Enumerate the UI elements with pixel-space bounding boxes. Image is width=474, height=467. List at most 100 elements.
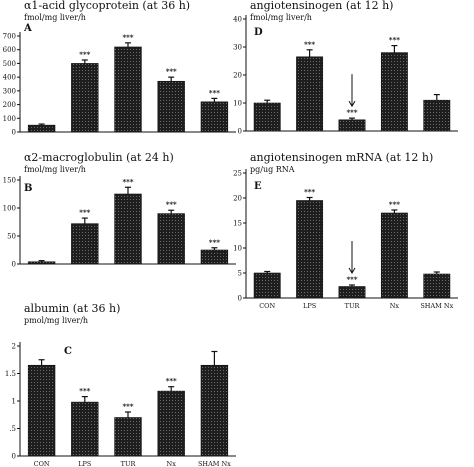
y-tick-label: 1 <box>12 398 16 406</box>
y-tick-label: 10 <box>233 245 242 253</box>
y-tick-label: 300 <box>3 87 16 95</box>
panel-e: angiotensinogen mRNA (at 12 h)pg/ug RNA E… <box>233 151 458 310</box>
y-tick-label: 500 <box>3 60 16 68</box>
bar <box>200 249 229 265</box>
x-tick-label: SHAM Nx <box>420 302 453 310</box>
significance-marker: *** <box>209 88 220 97</box>
y-tick-label: 0 <box>12 129 16 137</box>
significance-marker: *** <box>123 177 134 186</box>
panel-letter: E <box>254 181 262 192</box>
bar <box>27 261 56 265</box>
panel-b: α2-macroglobulin (at 24 h)fmol/mg liver/… <box>3 151 236 269</box>
y-tick-label: 10 <box>233 100 242 108</box>
bar <box>423 273 451 299</box>
significance-marker: *** <box>79 50 90 59</box>
bar <box>253 272 281 299</box>
y-tick-label: 100 <box>3 115 16 123</box>
bar <box>114 417 142 457</box>
panel-letter: C <box>64 346 72 357</box>
significance-marker: *** <box>209 238 220 247</box>
significance-marker: *** <box>389 200 400 209</box>
significance-marker: *** <box>123 33 134 42</box>
significance-marker: *** <box>304 40 315 49</box>
bar <box>200 364 229 457</box>
bar <box>296 56 324 132</box>
x-tick-label: LPS <box>303 302 316 310</box>
significance-marker: *** <box>347 108 358 117</box>
bar <box>114 46 142 133</box>
y-axis-label: fmol/mg liver/h <box>24 13 86 22</box>
bar <box>423 99 451 132</box>
y-tick-label: 50 <box>7 233 16 241</box>
bar <box>157 213 185 265</box>
bar <box>338 119 366 132</box>
significance-marker: *** <box>166 67 177 76</box>
y-tick-label: 15 <box>233 220 242 228</box>
panel-title: angiotensinogen mRNA (at 12 h) <box>250 151 433 164</box>
y-tick-label: 200 <box>3 101 16 109</box>
arrow-head <box>348 267 356 274</box>
x-tick-label: CON <box>259 302 275 310</box>
bar <box>71 223 99 265</box>
y-tick-label: 0 <box>12 261 16 269</box>
panel-d: angiotensinogen (at 12 h)fmol/mg liver/h… <box>233 0 458 136</box>
y-tick-label: 100 <box>3 205 16 213</box>
bar <box>157 390 185 457</box>
significance-marker: *** <box>79 208 90 217</box>
x-tick-label: CON <box>34 460 50 467</box>
y-tick-label: 1.5 <box>5 370 16 378</box>
bar <box>114 193 142 265</box>
panel-title: α1-acid glycoprotein (at 36 h) <box>24 0 190 12</box>
y-tick-label: 5 <box>238 270 242 278</box>
y-axis-label: pg/ug RNA <box>250 165 295 174</box>
x-tick-label: LPS <box>78 460 91 467</box>
y-tick-label: 30 <box>233 44 242 52</box>
x-tick-label: SHAM Nx <box>198 460 231 467</box>
bar <box>253 102 281 132</box>
y-tick-label: 600 <box>3 46 16 54</box>
y-tick-label: 0 <box>238 295 242 303</box>
panel-letter: D <box>254 27 263 38</box>
significance-marker: *** <box>389 36 400 45</box>
bar <box>200 101 229 133</box>
y-axis-label: fmol/mg liver/h <box>250 13 312 22</box>
significance-marker: *** <box>123 402 134 411</box>
bar <box>380 212 408 299</box>
bar <box>338 286 366 299</box>
bar <box>27 124 56 133</box>
y-tick-label: 2 <box>12 343 16 351</box>
y-tick-label: 0 <box>12 453 16 461</box>
y-tick-label: 0 <box>238 128 242 136</box>
x-tick-label: TUR <box>121 460 137 467</box>
bar <box>296 200 324 299</box>
significance-marker: *** <box>304 188 315 197</box>
arrow-head <box>348 100 356 108</box>
significance-marker: *** <box>347 275 358 284</box>
x-tick-label: Nx <box>167 460 177 467</box>
x-tick-label: TUR <box>345 302 361 310</box>
x-tick-label: Nx <box>390 302 400 310</box>
panel-letter: A <box>23 23 32 34</box>
panel-title: α2-macroglobulin (at 24 h) <box>24 151 174 164</box>
y-axis-label: pmol/mg liver/h <box>24 316 88 325</box>
bar <box>380 52 408 132</box>
y-tick-label: 25 <box>233 170 242 178</box>
panel-title: angiotensinogen (at 12 h) <box>250 0 393 12</box>
bar <box>27 364 56 457</box>
y-tick-label: 700 <box>3 33 16 41</box>
panel-letter: B <box>24 183 32 194</box>
bar <box>71 401 99 457</box>
y-tick-label: 150 <box>3 177 16 185</box>
bar <box>157 80 185 133</box>
significance-marker: *** <box>166 200 177 209</box>
bar <box>71 63 99 133</box>
y-tick-label: 400 <box>3 74 16 82</box>
y-tick-label: .5 <box>9 425 16 433</box>
panel-a: α1-acid glycoprotein (at 36 h)fmol/mg li… <box>3 0 236 137</box>
y-axis-label: fmol/mg liver/h <box>24 165 86 174</box>
y-tick-label: 40 <box>233 16 242 24</box>
significance-marker: *** <box>166 377 177 386</box>
panel-title: albumin (at 36 h) <box>24 302 120 315</box>
panel-c: albumin (at 36 h)pmol/mg liver/h C 0 .5 1 1.5… <box>5 302 236 467</box>
